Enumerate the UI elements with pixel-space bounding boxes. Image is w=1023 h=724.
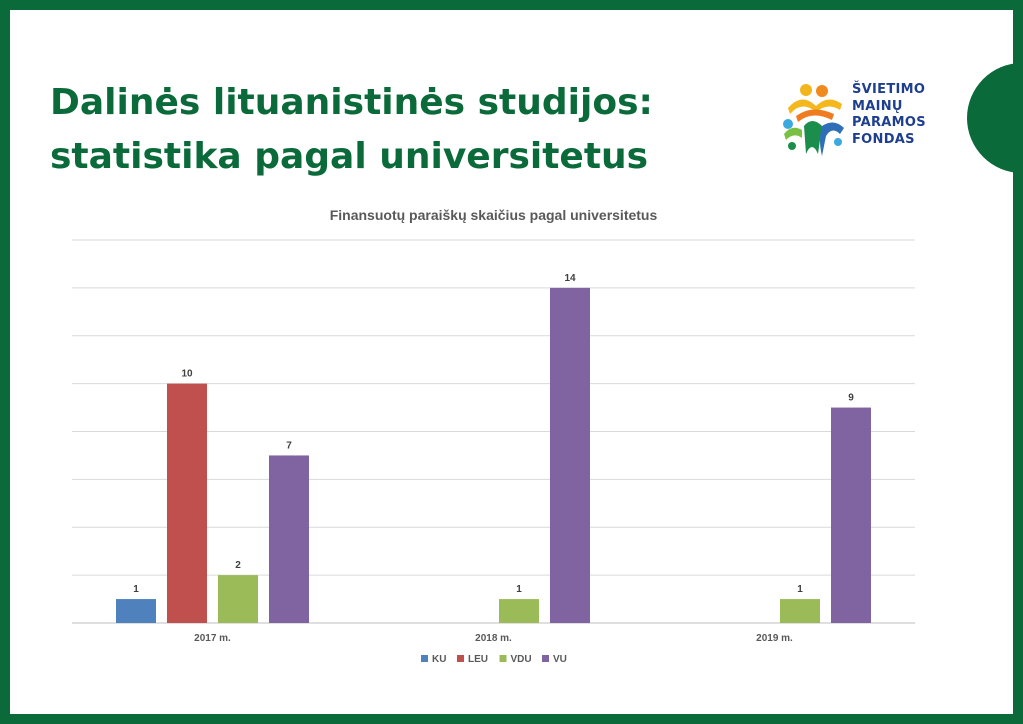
logo-line: PARAMOS xyxy=(852,115,926,130)
bar-vdu xyxy=(780,599,820,623)
bar-vu xyxy=(831,407,871,623)
data-label: 1 xyxy=(516,584,522,595)
bar-ku xyxy=(116,599,156,623)
logo-text: ŠVIETIMO MAINŲ PARAMOS FONDAS xyxy=(852,82,926,148)
legend-swatch-leu xyxy=(457,655,464,662)
legend-label: VU xyxy=(553,654,567,665)
slide: Dalinės lituanistinės studijos: statisti… xyxy=(10,10,1013,714)
bar-leu xyxy=(167,383,207,623)
legend-swatch-vdu xyxy=(499,655,507,662)
data-label: 1 xyxy=(797,584,803,595)
logo-line: ŠVIETIMO xyxy=(852,82,926,97)
data-label: 9 xyxy=(848,393,854,404)
logo-figure-icon xyxy=(783,84,844,156)
logo-line: FONDAS xyxy=(852,131,915,147)
data-label: 1 xyxy=(133,584,139,595)
legend-label: KU xyxy=(432,654,446,665)
bar-chart: Finansuotų paraiškų skaičius pagal unive… xyxy=(72,207,915,665)
smpf-logo: ŠVIETIMO MAINŲ PARAMOS FONDAS xyxy=(782,80,932,160)
slide-title: Dalinės lituanistinės studijos: statisti… xyxy=(50,82,653,177)
data-label: 10 xyxy=(181,369,193,380)
data-label: 2 xyxy=(235,560,241,571)
x-tick-label: 2017 m. xyxy=(194,633,231,644)
logo-line: MAINŲ xyxy=(852,98,903,114)
legend-swatch-vu xyxy=(542,655,549,662)
chart-title: Finansuotų paraiškų skaičius pagal unive… xyxy=(330,207,658,223)
bar-vdu xyxy=(218,575,258,623)
legend-label: VDU xyxy=(511,654,532,665)
bar-vu xyxy=(269,455,309,623)
bar-vdu xyxy=(499,599,539,623)
legend-label: LEU xyxy=(468,654,488,665)
data-label: 7 xyxy=(286,440,292,451)
bar-vu xyxy=(550,287,590,623)
legend-swatch-ku xyxy=(421,655,428,662)
x-tick-label: 2019 m. xyxy=(756,633,793,644)
data-label: 14 xyxy=(564,273,576,284)
x-tick-label: 2018 m. xyxy=(475,633,512,644)
